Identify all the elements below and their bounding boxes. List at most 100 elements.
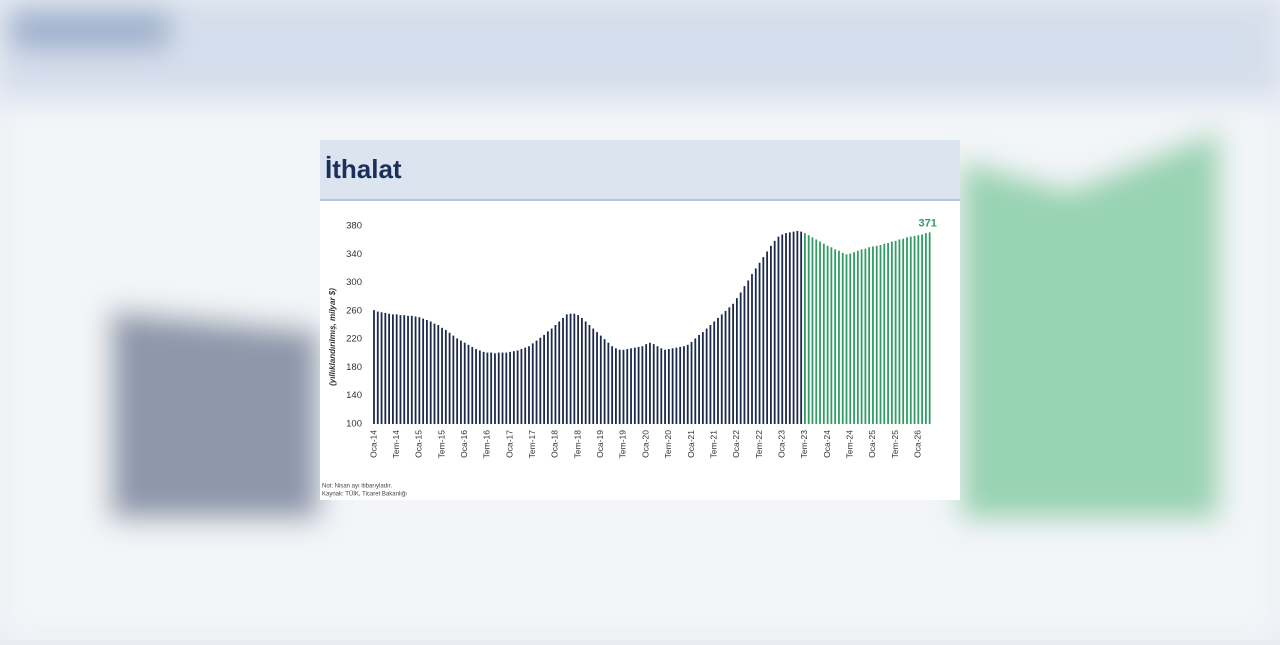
x-tick-label: Tem-20: [663, 430, 673, 459]
bar: [909, 236, 912, 424]
bar: [637, 346, 640, 424]
bar: [788, 232, 791, 424]
y-tick-label: 260: [346, 305, 362, 316]
x-tick-label: Tem-19: [618, 430, 628, 459]
bar: [701, 332, 704, 424]
bar: [592, 328, 595, 424]
bar: [497, 352, 500, 424]
bar: [883, 243, 886, 424]
x-tick-label: Oca-20: [640, 430, 650, 458]
y-tick-label: 340: [346, 249, 362, 260]
bar: [599, 335, 602, 424]
bar: [656, 346, 659, 424]
bar: [524, 347, 527, 424]
bar: [392, 314, 394, 424]
y-tick-label: 380: [346, 221, 362, 232]
bar: [924, 233, 927, 424]
bar: [720, 314, 723, 424]
bar: [819, 241, 821, 424]
x-tick-label: Oca-25: [867, 430, 877, 458]
bar: [395, 314, 398, 424]
x-tick-label: Oca-24: [822, 430, 832, 458]
bar: [777, 236, 780, 424]
bar: [898, 239, 901, 424]
bar: [562, 317, 564, 424]
bar: [588, 325, 591, 424]
bar: [826, 245, 829, 424]
y-tick-label: 300: [346, 277, 362, 288]
bar: [460, 340, 462, 424]
bar: [652, 344, 655, 424]
y-axis-title: (yıllıklandırılmış, milyar $): [328, 288, 337, 386]
y-tick-label: 220: [346, 334, 362, 345]
bar: [781, 234, 784, 424]
bar: [845, 254, 848, 424]
bar: [565, 314, 568, 424]
bar: [713, 321, 716, 424]
bar: [441, 327, 443, 424]
x-tick-label: Oca-14: [368, 430, 378, 458]
bar: [448, 332, 451, 424]
bar: [630, 348, 632, 424]
bar: [811, 237, 814, 424]
bar: [516, 350, 519, 424]
bar: [528, 346, 530, 424]
bar: [879, 245, 882, 424]
bar: [550, 328, 553, 424]
bar: [388, 313, 391, 424]
bar: [667, 349, 670, 424]
bar: [773, 240, 776, 424]
bar: [433, 323, 436, 424]
y-tick-label: 180: [346, 362, 362, 373]
bar: [531, 343, 534, 424]
bar: [581, 317, 583, 424]
bar: [705, 328, 708, 424]
bar: [494, 353, 496, 424]
bar: [546, 331, 549, 424]
bar: [758, 262, 761, 424]
bar: [709, 325, 712, 424]
bar: [800, 231, 803, 424]
bar: [762, 257, 765, 424]
bar: [751, 274, 753, 424]
bar: [475, 349, 477, 424]
bar: [683, 346, 685, 424]
bar: [463, 342, 466, 424]
bar: [875, 245, 878, 424]
x-tick-label: Oca-18: [550, 430, 560, 458]
bar: [520, 349, 523, 424]
bar: [505, 352, 508, 424]
note: Not: Nisan ayı itibarıyladır.: [322, 484, 392, 490]
bar: [804, 233, 806, 424]
bar: [380, 312, 383, 424]
bar: [482, 351, 485, 424]
title-band: [320, 140, 960, 200]
bar: [887, 242, 889, 424]
bar: [913, 235, 916, 424]
bar: [641, 346, 644, 424]
x-tick-label: Tem-23: [799, 430, 809, 459]
bar: [456, 338, 459, 424]
bar: [486, 352, 489, 424]
x-tick-label: Tem-22: [754, 430, 764, 459]
bar: [509, 351, 511, 424]
bar: [410, 315, 413, 424]
bar: [728, 307, 731, 424]
bar: [452, 335, 455, 424]
bar: [426, 320, 428, 424]
bar: [694, 338, 697, 424]
bar: [671, 348, 674, 424]
bar: [437, 325, 440, 424]
x-tick-label: Oca-17: [504, 430, 514, 458]
x-tick-label: Tem-14: [391, 430, 401, 459]
bar: [626, 349, 629, 424]
x-tick-label: Tem-16: [482, 430, 492, 459]
bar: [573, 313, 576, 424]
bar: [868, 247, 871, 424]
bar: [615, 348, 617, 424]
x-tick-label: Tem-17: [527, 430, 537, 459]
bar: [766, 251, 769, 424]
bar: [679, 346, 682, 424]
x-tick-label: Tem-25: [890, 430, 900, 459]
bar: [603, 339, 606, 424]
